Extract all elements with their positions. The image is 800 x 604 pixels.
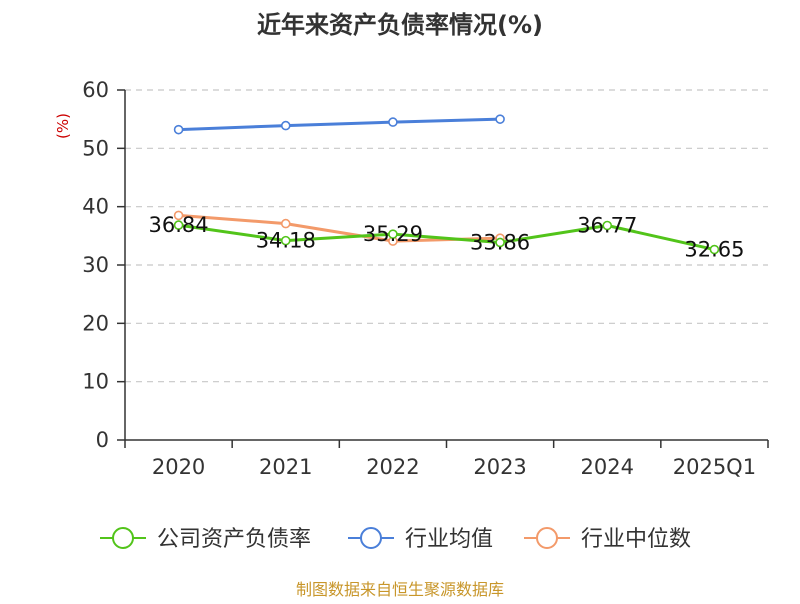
series-0-point bbox=[495, 237, 505, 248]
legend-label-1: 行业均值 bbox=[405, 527, 493, 552]
y-tick-label: 0 bbox=[96, 428, 109, 452]
y-axis-label: (%) bbox=[54, 113, 72, 139]
series-1-point bbox=[280, 120, 291, 131]
data-label: 32.65 bbox=[684, 238, 744, 262]
series-2-point bbox=[280, 218, 291, 229]
data-label: 35.29 bbox=[363, 222, 423, 246]
series-0-line bbox=[177, 223, 716, 252]
data-label: 36.84 bbox=[149, 213, 209, 237]
y-tick-label: 60 bbox=[82, 78, 109, 102]
x-tick-label: 2020 bbox=[152, 455, 205, 479]
legend-marker-2 bbox=[536, 527, 558, 549]
y-tick-label: 30 bbox=[82, 253, 109, 277]
chart-title: 近年来资产负债率情况(%) bbox=[257, 11, 543, 39]
y-tick-label: 20 bbox=[82, 311, 109, 335]
x-tick-label: 2025Q1 bbox=[673, 455, 756, 479]
legend-marker-0 bbox=[112, 527, 134, 549]
x-tick-label: 2021 bbox=[259, 455, 312, 479]
x-tick-label: 2022 bbox=[366, 455, 419, 479]
legend-label-0: 公司资产负债率 bbox=[157, 527, 311, 552]
series-0-point bbox=[173, 220, 184, 230]
series-1-point bbox=[495, 114, 505, 124]
data-label: 33.86 bbox=[470, 230, 530, 254]
data-label: 36.77 bbox=[577, 214, 637, 238]
y-tick-label: 10 bbox=[82, 370, 109, 394]
series-0-point bbox=[709, 244, 720, 255]
legend-label-2: 行业中位数 bbox=[581, 527, 691, 552]
series-0-point bbox=[602, 220, 613, 231]
series-0-point bbox=[280, 235, 291, 246]
x-tick-label: 2024 bbox=[581, 455, 634, 479]
legend-marker-1 bbox=[360, 527, 382, 549]
series-1-point bbox=[388, 117, 398, 127]
y-tick-label: 40 bbox=[82, 195, 109, 219]
series-1-line bbox=[177, 117, 502, 132]
source-note: 制图数据来自恒生聚源数据库 bbox=[296, 580, 504, 599]
series-2-point bbox=[173, 210, 184, 221]
x-tick-label: 2023 bbox=[473, 455, 526, 479]
series-0-point bbox=[388, 229, 398, 239]
y-tick-label: 50 bbox=[82, 136, 109, 160]
series-1-point bbox=[173, 124, 184, 135]
data-label: 34.18 bbox=[256, 229, 316, 253]
